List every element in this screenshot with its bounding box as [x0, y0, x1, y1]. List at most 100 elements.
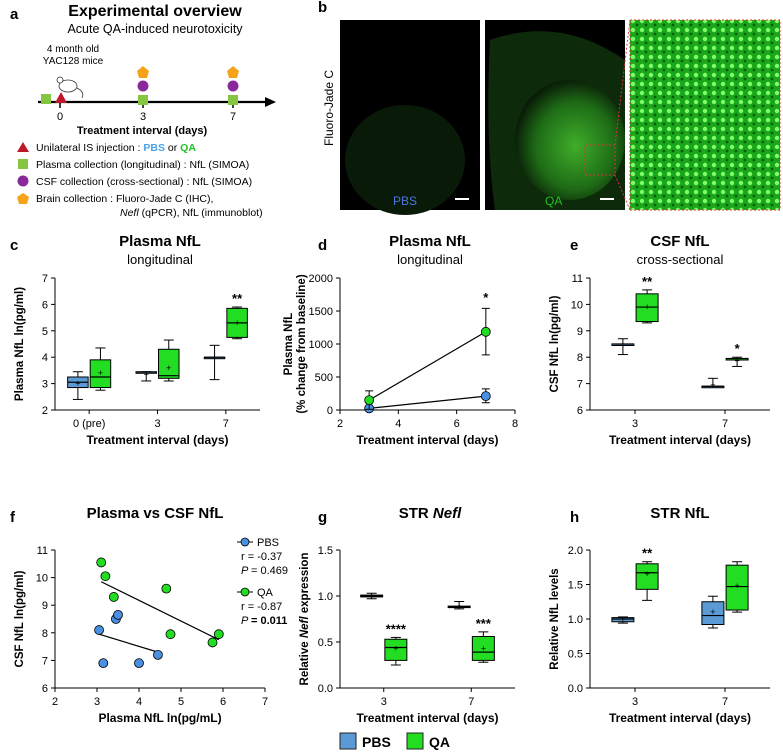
y-axis-label: CSF NfL ln(pg/ml) — [549, 295, 561, 392]
legend-label: PBS — [257, 537, 279, 549]
panel-label-d: d — [318, 237, 327, 254]
significance-label: ** — [232, 291, 243, 306]
chart-e: e CSF NfL cross-sectional 6 7 8 9 10 11 CSF NfL l… — [549, 233, 770, 447]
mean-marker: + — [734, 581, 739, 591]
y-axis-label: CSF NfL ln(pg/ml) — [14, 570, 26, 667]
qa-image-label: QA — [545, 194, 562, 208]
x-tick-label: 3 — [632, 418, 638, 430]
legend-brain-line2: Nefl (qPCR), NfL (immunoblot) — [120, 207, 263, 219]
y-tick-label: 9 — [42, 600, 48, 612]
chart-subtitle: cross-sectional — [637, 252, 724, 267]
legend-r: r = -0.87 — [241, 601, 282, 613]
panel-a-subtitle: Acute QA-induced neurotoxicity — [67, 22, 243, 36]
y-tick-label: 1.0 — [568, 614, 583, 626]
legend-triangle-icon — [17, 142, 29, 152]
legend-csf: CSF collection (cross-sectional) : NfL (… — [36, 176, 252, 188]
legend-pbs-label: PBS — [362, 734, 391, 750]
data-point-pbs — [98, 658, 109, 669]
x-tick-label: 6 — [220, 696, 226, 708]
x-tick-label: 7 — [223, 418, 229, 430]
y-tick-label: 6 — [577, 405, 583, 417]
significance-label: ** — [642, 546, 653, 561]
timeline-tick-label: 3 — [140, 111, 146, 123]
scale-bar — [455, 198, 469, 200]
x-tick-label: 3 — [632, 696, 638, 708]
csf-circle-icon — [137, 80, 149, 92]
x-tick-label: 7 — [468, 696, 474, 708]
zoom-line — [614, 19, 631, 146]
timeline-tick-label: 7 — [230, 111, 236, 123]
significance-label: ** — [642, 274, 653, 289]
pbs-tissue — [345, 105, 465, 215]
chart-title: Plasma NfL — [389, 233, 471, 250]
y-tick-label: 10 — [571, 299, 583, 311]
significance-label: **** — [386, 621, 407, 636]
y-tick-label: 5 — [42, 326, 48, 338]
data-point-qa — [100, 571, 111, 582]
pbs-image-label: PBS — [393, 194, 417, 208]
chart-subtitle: longitudinal — [127, 252, 193, 267]
x-axis-label: Plasma NfL ln(pg/mL) — [98, 711, 221, 725]
x-axis-label: Treatment interval (days) — [609, 433, 751, 447]
x-axis-label: Treatment interval (days) — [86, 433, 228, 447]
chart-title: Plasma vs CSF NfL — [87, 505, 224, 522]
plasma-square-icon — [138, 95, 148, 105]
significance-label: * — [483, 290, 489, 305]
series-line-pbs — [369, 395, 486, 409]
y-tick-label: 2000 — [309, 273, 333, 285]
x-tick-label: 6 — [454, 418, 460, 430]
qa-lesion — [515, 80, 625, 200]
y-tick-label: 0.0 — [568, 683, 583, 695]
mean-marker: + — [644, 569, 649, 579]
mean-marker: + — [457, 601, 462, 611]
legend-injection: Unilateral IS injection : PBS or QA — [36, 142, 196, 154]
y-tick-label: 11 — [37, 545, 48, 557]
legend-pentagon-icon — [17, 193, 29, 204]
chart-c: c Plasma NfL longitudinal 2 3 4 5 6 7 Plasma NfL … — [10, 233, 260, 447]
legend-qa-label: QA — [429, 734, 450, 750]
legend-p-value: = 0.011 — [251, 615, 287, 627]
legend-p-symbol: P — [241, 565, 251, 577]
y-tick-label: 0.0 — [318, 683, 333, 695]
y-tick-label: 0.5 — [568, 649, 583, 661]
legend-label: QA — [257, 587, 274, 599]
mice-label: 4 month old YAC128 mice — [28, 44, 118, 68]
chart-title: CSF NfL — [650, 233, 709, 250]
y-tick-label: 1500 — [309, 306, 333, 318]
y-tick-label: 1.5 — [568, 580, 583, 592]
y-tick-label: 9 — [577, 326, 583, 338]
legend-marker — [240, 537, 250, 547]
x-tick-label: 4 — [395, 418, 401, 430]
bottom-legend: PBS QA — [339, 732, 450, 750]
y-tick-label: 1000 — [309, 339, 333, 351]
mean-marker: + — [734, 356, 739, 366]
mean-marker: + — [234, 318, 239, 328]
zoom-box — [584, 144, 616, 176]
y-tick-label: 0.5 — [318, 637, 333, 649]
panel-a-timeline: 0 3 7 Treatment interval (days) — [38, 66, 276, 137]
y-axis-label-part: Relative — [299, 638, 311, 685]
y-tick-label: 1.0 — [318, 591, 333, 603]
mean-marker: + — [369, 591, 374, 601]
fit-line-pbs — [98, 633, 159, 653]
data-point-pbs — [152, 649, 163, 660]
panel-label-a: a — [10, 6, 19, 23]
charts-layer: c Plasma NfL longitudinal 2 3 4 5 6 7 Plasma NfL … — [10, 233, 770, 725]
legend-p: P = 0.011 — [241, 615, 287, 627]
timeline-tick-label: 0 — [57, 111, 63, 123]
y-tick-label: 7 — [42, 273, 48, 285]
box-pbs — [701, 601, 725, 626]
box-qa — [384, 638, 408, 661]
legend-brain: Brain collection : Fluoro-Jade C (IHC), — [36, 193, 213, 205]
data-point-pbs — [480, 391, 491, 402]
chart-title: STR Nefl — [399, 505, 462, 522]
mean-marker: + — [710, 607, 715, 617]
injection-triangle-icon — [55, 92, 67, 103]
series-line-qa — [368, 331, 487, 401]
y-tick-label: 3 — [42, 379, 48, 391]
chart-title: STR NfL — [650, 505, 709, 522]
x-tick-label: 4 — [136, 696, 142, 708]
mice-label-line1: 4 month old — [46, 44, 100, 55]
timeline-axis-label: Treatment interval (days) — [77, 125, 208, 137]
brain-pentagon-icon — [137, 66, 149, 78]
